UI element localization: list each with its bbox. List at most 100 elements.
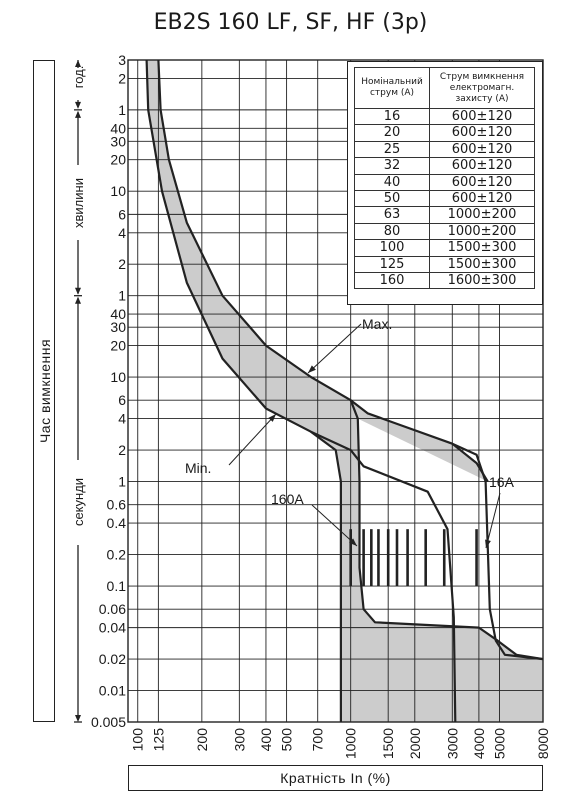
rating-table-row: 63 1000±200 bbox=[354, 206, 535, 224]
y-tick-label: 40 bbox=[110, 306, 126, 322]
annotation-leader bbox=[228, 413, 277, 466]
arrow-head bbox=[75, 715, 81, 722]
y-tick-label: 0.02 bbox=[99, 651, 126, 667]
y-tick-label: 0.06 bbox=[99, 601, 126, 617]
x-tick-label: 100 bbox=[130, 728, 146, 752]
rating-table-trip: 1600±300 bbox=[429, 272, 535, 290]
rating-table-trip: 600±120 bbox=[429, 173, 535, 192]
y-tick-label: 6 bbox=[118, 206, 126, 222]
series-max-line bbox=[157, 59, 489, 483]
unit-minutes: хвилини bbox=[71, 178, 86, 228]
rating-table-header-rated: Номінальний струм (А) bbox=[354, 67, 430, 109]
y-tick-label: 20 bbox=[110, 152, 126, 168]
x-axis-label: Кратність In (%) bbox=[128, 765, 543, 791]
unit-seconds: секунди bbox=[71, 478, 86, 526]
y-tick-label: 2 bbox=[118, 442, 126, 458]
arrow-head bbox=[75, 287, 81, 295]
annotation-leader bbox=[307, 323, 362, 374]
y-tick-label: 3 bbox=[118, 52, 126, 68]
rating-table-rated: 100 bbox=[354, 239, 430, 257]
annotation-max: Max. bbox=[362, 316, 392, 332]
y-tick-label: 0.04 bbox=[99, 620, 126, 636]
y-tick-label: 1 bbox=[118, 474, 126, 490]
annotation-arrow bbox=[308, 365, 316, 373]
y-tick-label: 30 bbox=[110, 319, 126, 335]
y-tick-label: 10 bbox=[110, 369, 126, 385]
rating-table-rated: 32 bbox=[354, 157, 430, 175]
annotation-arrow bbox=[268, 414, 276, 422]
rating-table-row: 16 600±120 bbox=[354, 107, 535, 126]
annotation-160a: 160A bbox=[271, 491, 304, 507]
x-tick-label: 3000 bbox=[444, 728, 460, 759]
rating-table-trip: 600±120 bbox=[429, 124, 535, 142]
rating-table-trip: 600±120 bbox=[429, 140, 535, 159]
chart-title: EB2S 160 LF, SF, HF (3p) bbox=[153, 10, 428, 35]
series-16a-line bbox=[451, 442, 544, 661]
rating-table-row: 25 600±120 bbox=[354, 140, 535, 159]
annotation-arrow bbox=[485, 539, 491, 548]
x-tick-label: 125 bbox=[150, 728, 166, 752]
y-tick-label: 10 bbox=[110, 183, 126, 199]
y-tick-label: 0.4 bbox=[107, 515, 127, 531]
rating-table-trip: 1000±200 bbox=[429, 222, 535, 241]
y-tick-label: 0.005 bbox=[91, 714, 126, 730]
y-tick-label: 6 bbox=[118, 392, 126, 408]
rating-table-row: 32 600±120 bbox=[354, 157, 535, 175]
rating-table-row: 100 1500±300 bbox=[354, 239, 535, 257]
unit-hours: год. bbox=[71, 66, 86, 89]
rating-table-rated: 160 bbox=[354, 272, 430, 290]
x-tick-label: 1000 bbox=[343, 728, 359, 759]
x-tick-label: 700 bbox=[310, 728, 326, 752]
annotation-leader bbox=[485, 492, 501, 549]
y-tick-label: 2 bbox=[118, 256, 126, 272]
rating-table-row: 80 1000±200 bbox=[354, 222, 535, 241]
y-tick-label: 20 bbox=[110, 338, 126, 354]
y-tick-label: 0.1 bbox=[107, 578, 127, 594]
rating-table-trip: 600±120 bbox=[429, 157, 535, 175]
series-min-160a-line bbox=[310, 430, 342, 722]
x-tick-label: 500 bbox=[279, 728, 295, 752]
rating-table-rated: 63 bbox=[354, 206, 430, 224]
rating-table-trip: 600±120 bbox=[429, 107, 535, 126]
rating-table-trip: 1500±300 bbox=[429, 239, 535, 257]
rating-table-row: 50 600±120 bbox=[354, 190, 535, 208]
series-max-160a-line bbox=[349, 399, 544, 661]
annotation-leader bbox=[311, 504, 358, 547]
rating-table-rated: 50 bbox=[354, 190, 430, 208]
x-tick-label: 4000 bbox=[471, 728, 487, 759]
x-tick-label: 5000 bbox=[492, 728, 508, 759]
rating-table: Номінальний струм (А) Струм вимкнення ел… bbox=[354, 67, 535, 290]
y-tick-label: 0.01 bbox=[99, 683, 126, 699]
y-tick-label: 2 bbox=[118, 70, 126, 86]
y-axis-label-box: Час вимкнення bbox=[33, 60, 55, 722]
rating-table-trip: 1000±200 bbox=[429, 206, 535, 224]
y-tick-label: 4 bbox=[118, 411, 126, 427]
rating-table-rated: 40 bbox=[354, 173, 430, 192]
rating-table-rated: 80 bbox=[354, 222, 430, 241]
x-tick-label: 2000 bbox=[407, 728, 423, 759]
plot-frame bbox=[127, 59, 544, 723]
rating-table-rated: 25 bbox=[354, 140, 430, 159]
x-tick-label: 8000 bbox=[535, 728, 551, 759]
rating-table-rated: 125 bbox=[354, 255, 430, 274]
x-tick-label: 200 bbox=[194, 728, 210, 752]
trip-band bbox=[128, 60, 543, 722]
rating-table-header-trip: Струм вимкнення електромагн. захисту (А) bbox=[429, 67, 535, 109]
rating-table-row: 20 600±120 bbox=[354, 124, 535, 142]
y-tick-label: 1 bbox=[118, 102, 126, 118]
y-tick-label: 4 bbox=[118, 225, 126, 241]
annotation-16a: 16A bbox=[489, 474, 515, 490]
rating-table-row: 160 1600±300 bbox=[354, 272, 535, 290]
arrow-head bbox=[75, 101, 81, 109]
rating-table-rated: 16 bbox=[354, 107, 430, 126]
rating-table-rated: 20 bbox=[354, 124, 430, 142]
y-tick-label: 30 bbox=[110, 133, 126, 149]
x-tick-label: 1500 bbox=[380, 728, 396, 759]
annotation-arrow bbox=[349, 538, 357, 546]
y-tick-label: 0.6 bbox=[107, 497, 127, 513]
x-tick-label: 300 bbox=[231, 728, 247, 752]
rating-table-row: 40 600±120 bbox=[354, 173, 535, 192]
y-tick-label: 0.2 bbox=[107, 547, 127, 563]
y-tick-label: 40 bbox=[110, 120, 126, 136]
